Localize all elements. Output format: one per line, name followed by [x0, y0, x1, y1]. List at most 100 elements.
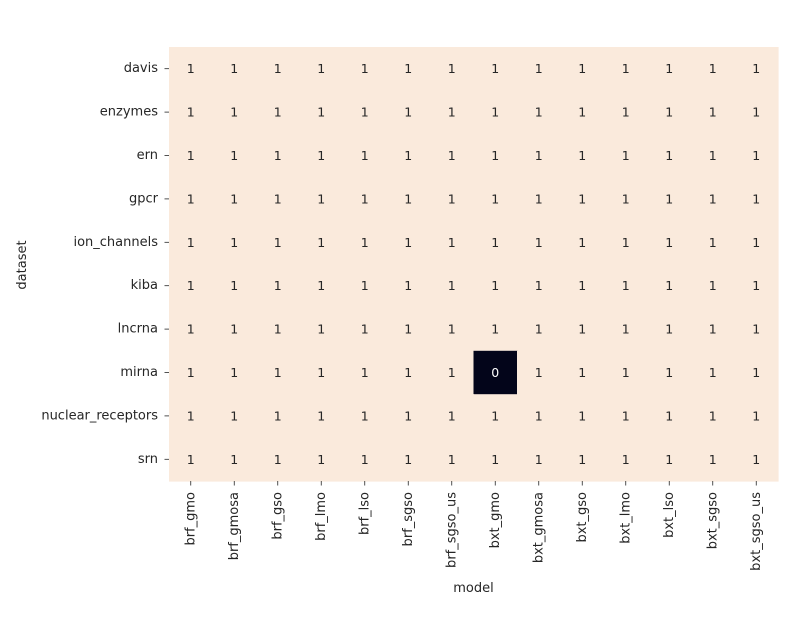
heatmap-cell [691, 220, 736, 265]
cell-value-label: 1 [709, 408, 717, 423]
cell-value-label: 1 [752, 61, 760, 76]
heatmap-cell [212, 437, 257, 482]
cell-value-label: 1 [274, 148, 282, 163]
heatmap-cell [299, 394, 344, 439]
cell-value-label: 1 [361, 278, 369, 293]
x-tick-label: brf_sgso [401, 492, 416, 546]
heatmap-cell [517, 394, 562, 439]
heatmap-cell [517, 133, 562, 178]
heatmap-cell [430, 177, 475, 222]
heatmap-cell [691, 394, 736, 439]
heatmap-cell [343, 350, 388, 395]
heatmap-cell [256, 264, 301, 308]
cell-value-label: 1 [491, 148, 499, 163]
cell-value-label: 1 [535, 61, 543, 76]
cell-value-label: 1 [752, 148, 760, 163]
cell-value-label: 1 [317, 191, 325, 206]
cell-value-label: 1 [230, 408, 238, 423]
cell-value-label: 1 [752, 365, 760, 380]
x-tick-label: bxt_lso [662, 492, 677, 538]
heatmap-cell [734, 394, 779, 439]
cell-value-label: 1 [665, 148, 673, 163]
cell-annotations: 1 1 1 1 1 1 1 1 1 1 1 1 1 1 1 1 1 1 1 1 1 1 1 1 1 1 1 1 1 1 1 1 1 1 1 1 1 1 1 1… [187, 61, 760, 467]
cell-value-label: 1 [578, 235, 586, 250]
y-tick-label: enzymes [100, 105, 158, 120]
cell-value-label: 1 [752, 105, 760, 120]
heatmap-cell [473, 437, 518, 482]
cell-value-label: 1 [274, 61, 282, 76]
heatmap-cell [169, 307, 214, 352]
heatmap-cell [212, 350, 257, 395]
heatmap-cell [386, 133, 431, 178]
heatmap-cell [169, 133, 214, 178]
heatmap-cell [386, 177, 431, 222]
cell-value-label: 1 [404, 61, 412, 76]
heatmap-cell [691, 177, 736, 222]
heatmap-cell [604, 47, 649, 91]
x-axis-label: model [453, 581, 493, 596]
cell-value-label: 1 [665, 191, 673, 206]
y-tick-label: mirna [120, 365, 158, 380]
cell-value-label: 1 [709, 105, 717, 120]
heatmap-cell [560, 350, 605, 395]
cell-value-label: 1 [665, 235, 673, 250]
cell-value-label: 1 [317, 365, 325, 380]
cell-value-label: 1 [491, 452, 499, 467]
y-tick-label: srn [138, 452, 158, 467]
y-tick-label: davis [124, 61, 159, 76]
cell-value-label: 1 [535, 235, 543, 250]
heatmap-cell [386, 350, 431, 395]
cell-value-label: 1 [448, 452, 456, 467]
y-tick-label: ern [137, 148, 158, 163]
cell-value-label: 1 [230, 278, 238, 293]
cell-value-label: 1 [578, 322, 586, 337]
heatmap-cell [560, 307, 605, 352]
cell-value-label: 1 [187, 452, 195, 467]
x-tick-label: bxt_gso [575, 492, 590, 543]
heatmap-cell [299, 177, 344, 222]
heatmap-cell [691, 307, 736, 352]
heatmap-cell [647, 177, 692, 222]
heatmap-cell [560, 264, 605, 308]
heatmap-cell [647, 133, 692, 178]
cell-value-label: 1 [448, 322, 456, 337]
heatmap-cell [256, 437, 301, 482]
heatmap-cell [647, 394, 692, 439]
heatmap-cell [734, 437, 779, 482]
cell-value-label: 1 [622, 322, 630, 337]
cell-value-label: 1 [187, 365, 195, 380]
cell-value-label: 1 [404, 148, 412, 163]
cell-value-label: 0 [491, 365, 499, 380]
cell-value-label: 1 [274, 278, 282, 293]
cell-value-label: 1 [535, 322, 543, 337]
y-tick-label: ion_channels [73, 235, 158, 250]
heatmap-cell [517, 177, 562, 222]
cell-value-label: 1 [361, 452, 369, 467]
cell-value-label: 1 [709, 452, 717, 467]
heatmap-cell [169, 264, 214, 308]
heatmap-cell [343, 47, 388, 91]
heatmap-cell [386, 90, 431, 135]
heatmap-cell [517, 264, 562, 308]
cell-value-label: 1 [317, 148, 325, 163]
cell-value-label: 1 [448, 191, 456, 206]
heatmap-cell [343, 437, 388, 482]
cell-value-label: 1 [230, 61, 238, 76]
heatmap-cell [299, 350, 344, 395]
heatmap-cell [691, 133, 736, 178]
heatmap-cell [734, 133, 779, 178]
heatmap-cell [691, 350, 736, 395]
heatmap-cell [734, 177, 779, 222]
cell-value-label: 1 [578, 105, 586, 120]
cell-value-label: 1 [578, 365, 586, 380]
x-tick-label: bxt_lmo [618, 492, 633, 544]
cell-value-label: 1 [665, 365, 673, 380]
cell-value-label: 1 [187, 148, 195, 163]
heatmap-cell [299, 437, 344, 482]
cell-value-label: 1 [274, 365, 282, 380]
cell-value-label: 1 [404, 408, 412, 423]
cell-value-label: 1 [361, 322, 369, 337]
heatmap-cell [604, 133, 649, 178]
x-tick-label: brf_sgso_us [444, 492, 459, 568]
heatmap-cell [343, 90, 388, 135]
